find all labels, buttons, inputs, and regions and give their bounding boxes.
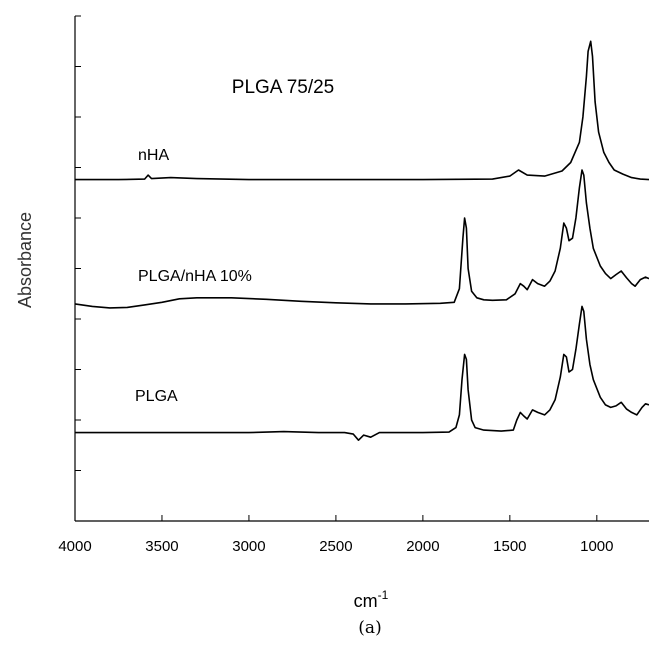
x-tick-label: 3000 (232, 538, 265, 555)
x-tick-label: 4000 (58, 538, 91, 555)
x-axis-label: cm-1 (354, 588, 389, 611)
chart-title: PLGA 75/25 (232, 77, 334, 98)
x-tick-label: 2000 (406, 538, 439, 555)
x-tick-label: 1000 (580, 538, 613, 555)
series-labels: nHA PLGA/nHA 10% PLGA (135, 147, 252, 405)
y-axis-label: Absorbance (15, 212, 35, 308)
series-label: nHA (138, 147, 169, 164)
y-ticks (75, 15, 81, 522)
x-ticks: 4000 3500 3000 2500 2000 1500 1000 (58, 515, 614, 555)
x-axis-unit-exponent: -1 (378, 588, 389, 602)
series-line-plga-nha-10 (74, 169, 649, 309)
series-lines (74, 40, 649, 442)
series-label: PLGA (135, 388, 178, 405)
x-tick-label: 1500 (493, 538, 526, 555)
series-line-plga (75, 305, 649, 442)
x-tick-label: 3500 (145, 538, 178, 555)
x-tick-label: 2500 (319, 538, 352, 555)
series-label: PLGA/nHA 10% (138, 268, 252, 285)
panel-label: (a) (358, 618, 381, 638)
x-axis-unit: cm (354, 591, 378, 611)
series-line-nha (75, 40, 649, 181)
